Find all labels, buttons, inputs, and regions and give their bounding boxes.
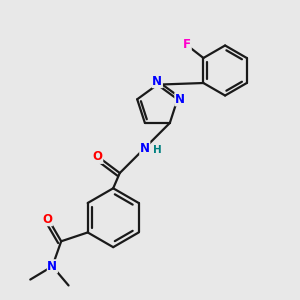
- Text: O: O: [93, 150, 103, 163]
- Text: N: N: [175, 93, 185, 106]
- Text: N: N: [47, 260, 57, 273]
- Text: O: O: [42, 213, 52, 226]
- Text: F: F: [183, 38, 191, 51]
- Text: H: H: [153, 146, 162, 155]
- Text: N: N: [152, 75, 162, 88]
- Text: N: N: [140, 142, 150, 154]
